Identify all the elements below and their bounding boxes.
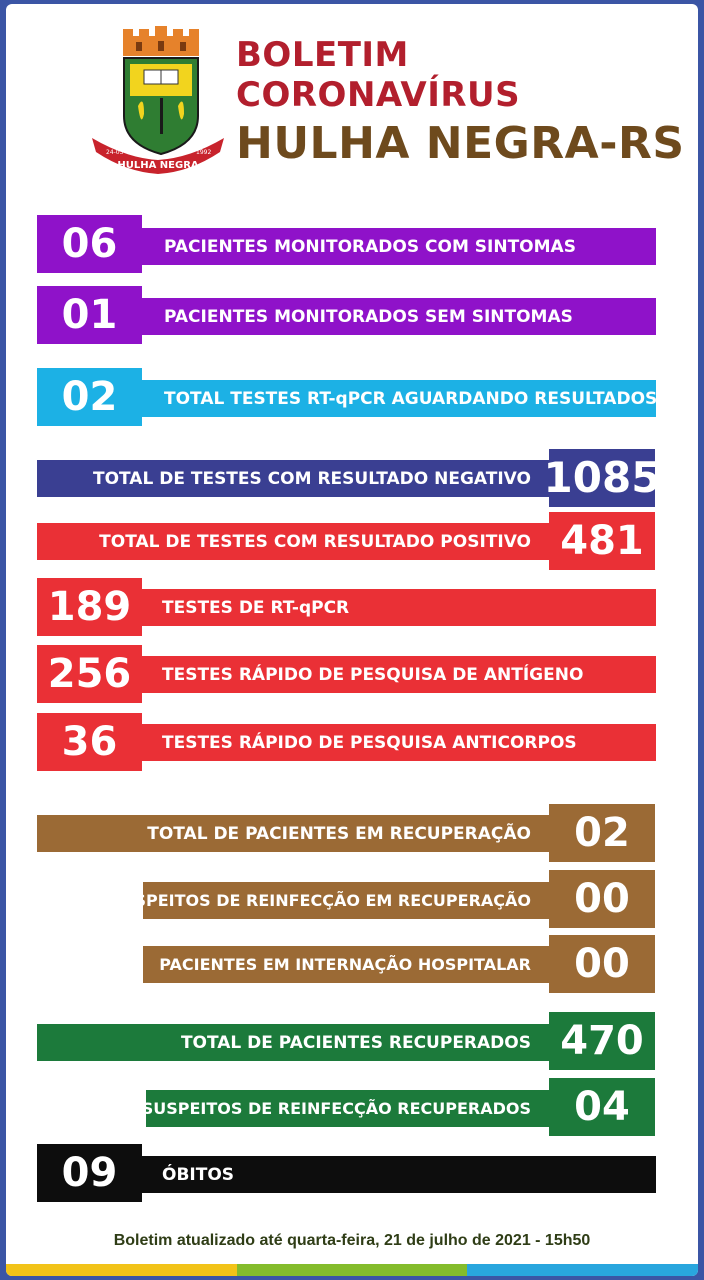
row-value-reinfection-in-recovery: 00 <box>549 870 655 928</box>
color-stripe <box>6 1264 698 1276</box>
row-label-antibody-tests: TESTES RÁPIDO DE PESQUISA ANTICORPOS <box>140 724 656 761</box>
row-label-reinfection-in-recovery: SUSPEITOS DE REINFECÇÃO EM RECUPERAÇÃO <box>110 882 551 919</box>
bulletin: HULHA NEGRA 24-03 1992 BOLETIM CORONAVÍR… <box>6 4 698 1276</box>
row-value-reinfection-recovered: 04 <box>549 1078 655 1136</box>
row-value-monitored-without-symptoms: 01 <box>37 286 142 344</box>
row-value-negative-tests: 1085 <box>544 449 660 507</box>
row-value-in-recovery: 02 <box>549 804 655 862</box>
update-timestamp: Boletim atualizado até quarta-feira, 21 … <box>113 1232 591 1249</box>
row-value-antigen-tests: 256 <box>37 645 142 703</box>
row-value-positive-tests: 481 <box>549 512 655 570</box>
row-label-reinfection-recovered: SUSPEITOS DE REINFECÇÃO RECUPERADOS <box>142 1090 551 1127</box>
row-label-rtpcr-awaiting: TOTAL TESTES RT-qPCR AGUARDANDO RESULTAD… <box>142 380 657 417</box>
svg-text:HULHA NEGRA: HULHA NEGRA <box>117 160 199 171</box>
row-value-rtpcr-tests: 189 <box>37 578 142 636</box>
row-label-positive-tests: TOTAL DE TESTES COM RESULTADO POSITIVO <box>37 523 551 560</box>
row-value-total-recovered: 470 <box>549 1012 655 1070</box>
row-value-monitored-with-symptoms: 06 <box>37 215 142 273</box>
row-label-antigen-tests: TESTES RÁPIDO DE PESQUISA DE ANTÍGENO <box>140 656 656 693</box>
row-label-hospitalized: PACIENTES EM INTERNAÇÃO HOSPITALAR <box>143 946 551 983</box>
stripe-green <box>236 1264 468 1276</box>
title-line-3: HULHA NEGRA-RS <box>236 118 685 169</box>
row-value-rtpcr-awaiting: 02 <box>37 368 142 426</box>
row-label-negative-tests: TOTAL DE TESTES COM RESULTADO NEGATIVO <box>37 460 551 497</box>
title-line-1: BOLETIM <box>236 35 409 75</box>
row-value-antibody-tests: 36 <box>37 713 142 771</box>
row-value-deaths: 09 <box>37 1144 142 1202</box>
row-label-total-recovered: TOTAL DE PACIENTES RECUPERADOS <box>37 1024 551 1061</box>
row-label-in-recovery: TOTAL DE PACIENTES EM RECUPERAÇÃO <box>37 815 551 852</box>
svg-text:1992: 1992 <box>196 149 211 156</box>
municipal-coat-of-arms-icon: HULHA NEGRA 24-03 1992 <box>92 26 224 174</box>
row-value-hospitalized: 00 <box>549 935 655 993</box>
row-label-monitored-without-symptoms: PACIENTES MONITORADOS SEM SINTOMAS <box>142 298 656 335</box>
row-label-rtpcr-tests: TESTES DE RT-qPCR <box>140 589 656 626</box>
row-label-monitored-with-symptoms: PACIENTES MONITORADOS COM SINTOMAS <box>142 228 656 265</box>
stripe-blue <box>467 1264 698 1276</box>
title-line-2: CORONAVÍRUS <box>236 75 521 115</box>
stripe-yellow <box>6 1264 237 1276</box>
row-label-deaths: ÓBITOS <box>140 1156 656 1193</box>
svg-text:24-03: 24-03 <box>106 149 124 156</box>
